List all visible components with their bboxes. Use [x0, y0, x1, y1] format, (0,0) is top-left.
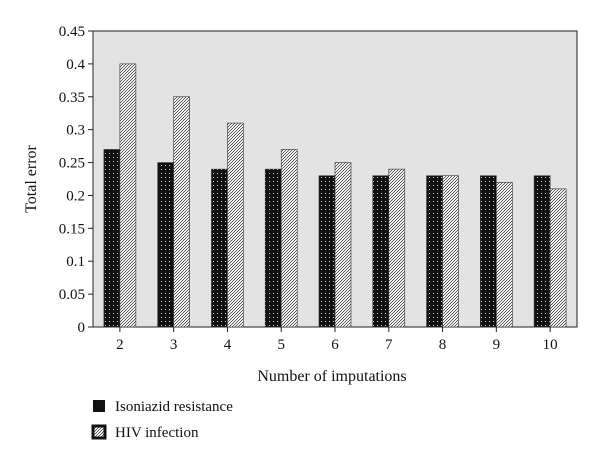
bar-isoniazid-resistance	[533, 175, 551, 328]
y-tick-label: 0.05	[59, 287, 85, 303]
x-tick-label: 9	[493, 337, 501, 353]
y-tick-label: 0.45	[59, 24, 85, 40]
y-tick-label: 0	[78, 320, 86, 336]
y-tick-label: 0.3	[66, 123, 85, 139]
legend-swatch-isoniazid	[93, 400, 105, 412]
y-tick-label: 0.25	[59, 156, 85, 172]
y-tick-label: 0.35	[59, 90, 85, 106]
legend: Isoniazid resistance HIV infection	[91, 399, 233, 441]
y-tick-label: 0.2	[66, 188, 85, 204]
bar-isoniazid-resistance	[103, 149, 121, 328]
bar-isoniazid-resistance	[372, 175, 390, 328]
x-tick-label: 7	[385, 337, 393, 353]
bar-hiv-infection	[173, 96, 190, 328]
x-axis-ticks: 2 3 4 5 6 7 8 9 10	[116, 327, 558, 353]
bar-hiv-infection	[442, 175, 459, 328]
x-tick-label: 4	[224, 337, 232, 353]
legend-label-hiv: HIV infection	[115, 425, 199, 441]
x-axis-label: Number of imputations	[257, 368, 406, 385]
y-axis-ticks: 0 0.05 0.1 0.15 0.2 0.25 0.3 0.35 0.4 0.45	[59, 24, 93, 336]
bar-hiv-infection	[280, 149, 298, 328]
y-tick-label: 0.1	[66, 254, 85, 270]
y-axis-label: Total error	[23, 144, 40, 212]
bar-hiv-infection	[388, 168, 406, 328]
bar-hiv-infection	[334, 162, 352, 328]
bar-hiv-infection	[549, 188, 567, 328]
bar-hiv-infection	[227, 122, 244, 328]
x-tick-label: 3	[170, 337, 178, 353]
legend-label-isoniazid: Isoniazid resistance	[115, 399, 233, 415]
bar-isoniazid-resistance	[318, 175, 336, 328]
bar-isoniazid-resistance	[211, 168, 228, 328]
bar-isoniazid-resistance	[264, 168, 282, 328]
bar-isoniazid-resistance	[480, 175, 497, 328]
x-tick-label: 5	[277, 337, 285, 353]
bar-hiv-infection	[496, 181, 513, 328]
x-tick-label: 8	[439, 337, 447, 353]
x-tick-label: 10	[543, 337, 558, 353]
bar-hiv-infection	[119, 63, 137, 328]
bars	[103, 63, 567, 328]
legend-swatch-hiv	[91, 424, 107, 440]
x-tick-label: 2	[116, 337, 124, 353]
bar-isoniazid-resistance	[426, 175, 443, 328]
bar-isoniazid-resistance	[157, 162, 174, 328]
x-tick-label: 6	[331, 337, 339, 353]
y-tick-label: 0.15	[59, 221, 85, 237]
y-tick-label: 0.4	[66, 57, 85, 73]
